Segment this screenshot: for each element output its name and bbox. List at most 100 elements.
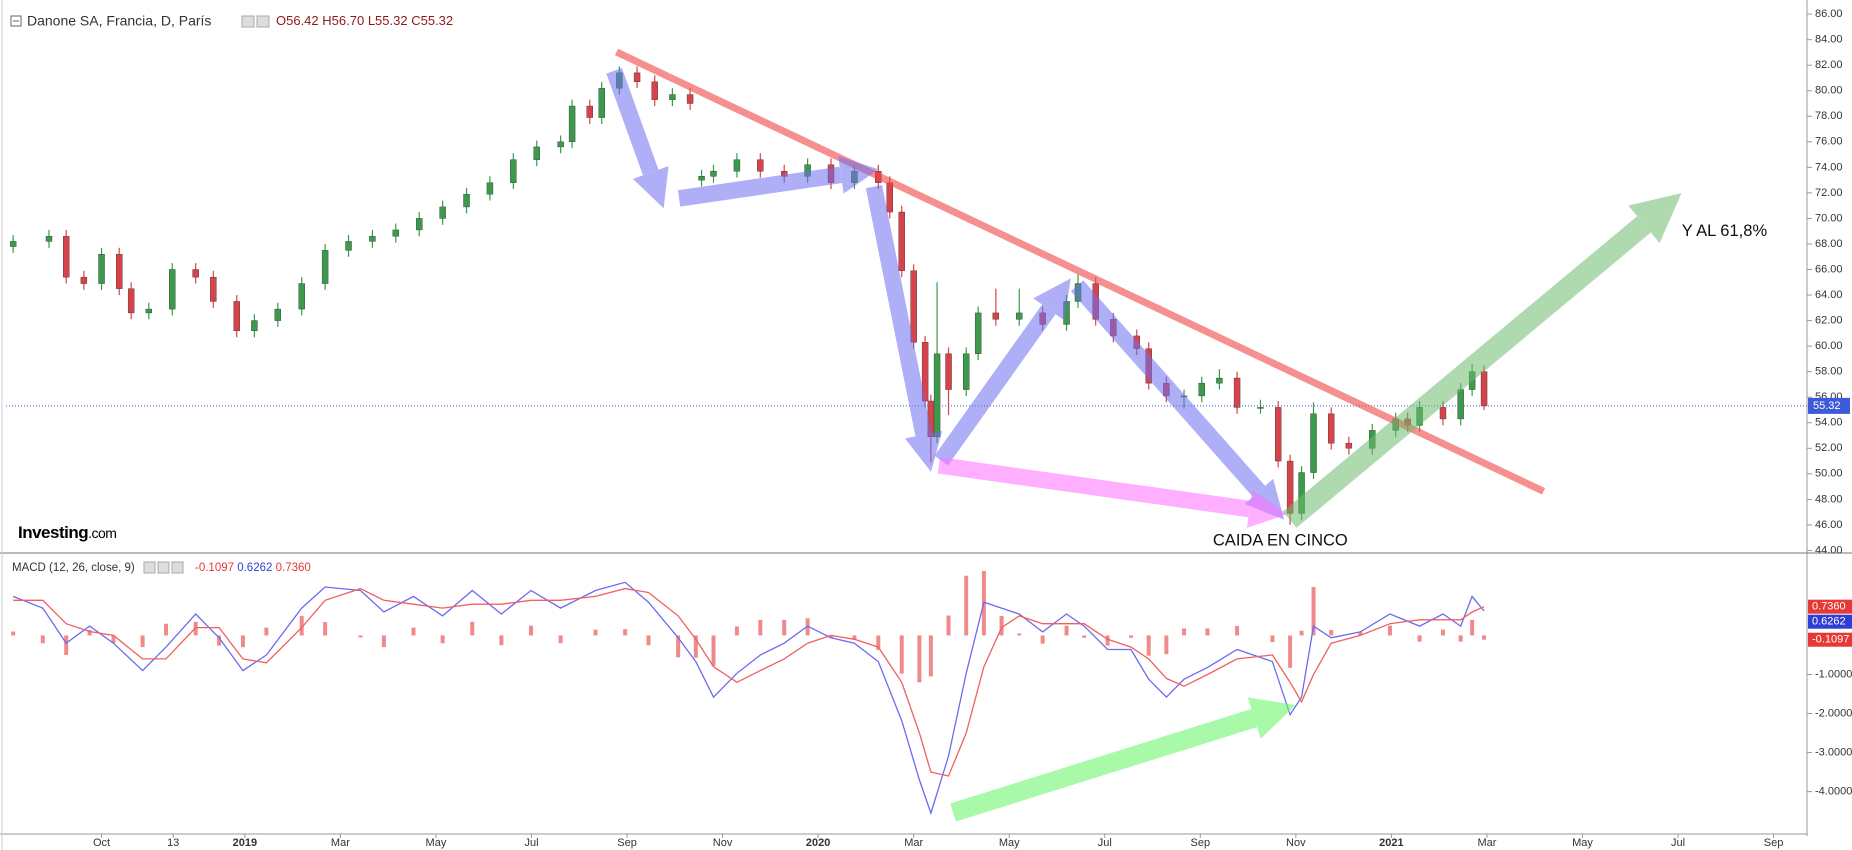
candle-body bbox=[1310, 413, 1317, 473]
candle-body bbox=[369, 236, 376, 242]
settings-icon[interactable] bbox=[143, 561, 156, 574]
histogram-bar bbox=[1064, 625, 1069, 636]
macd-value: -0.1097 bbox=[195, 562, 234, 574]
x-tick-label: 2021 bbox=[1379, 837, 1403, 849]
indicator-line bbox=[12, 581, 1485, 816]
last-price-tag bbox=[1808, 397, 1850, 414]
y-tick-label: 72.00 bbox=[1815, 187, 1843, 199]
histogram-bar bbox=[1417, 635, 1422, 642]
candle-body bbox=[1198, 382, 1205, 397]
value-tag bbox=[1808, 632, 1852, 647]
histogram-bar bbox=[140, 635, 145, 648]
histogram-bar bbox=[264, 627, 269, 636]
candle-body bbox=[510, 159, 517, 183]
candle-body bbox=[992, 312, 1000, 320]
candle-body bbox=[851, 170, 858, 183]
candle-body bbox=[1480, 371, 1488, 407]
wave-arrow bbox=[934, 278, 1071, 466]
histogram-bar bbox=[899, 635, 904, 674]
x-tick-label: 2019 bbox=[233, 837, 257, 849]
candle-body bbox=[274, 308, 282, 321]
y-tick-label: 76.00 bbox=[1815, 136, 1843, 148]
x-tick-label: Sep bbox=[1191, 837, 1211, 849]
histogram-bar bbox=[1182, 628, 1187, 636]
candle-body bbox=[251, 320, 258, 332]
histogram-bar bbox=[1235, 626, 1240, 636]
y-tick-label: -1.0000 bbox=[1815, 668, 1852, 680]
wave-arrow bbox=[606, 68, 669, 209]
x-tick-label: 13 bbox=[167, 837, 179, 849]
histogram-bar bbox=[1311, 587, 1316, 636]
y-tick-label: 44.00 bbox=[1815, 544, 1843, 556]
y-tick-label: 82.00 bbox=[1815, 59, 1843, 71]
macd-title: MACD (12, 26, close, 9) bbox=[12, 562, 135, 574]
histogram-bar bbox=[758, 619, 763, 636]
candle-body bbox=[1457, 389, 1464, 420]
y-tick-label: 74.00 bbox=[1815, 161, 1843, 173]
histogram-bar bbox=[1482, 635, 1487, 640]
candle-body bbox=[568, 105, 576, 143]
divergence-arrow bbox=[937, 457, 1288, 528]
histogram-bar bbox=[164, 623, 169, 636]
settings-icon[interactable] bbox=[256, 15, 270, 28]
histogram-bar bbox=[1470, 619, 1475, 636]
histogram-bar bbox=[193, 621, 198, 636]
candle-body bbox=[116, 253, 123, 289]
histogram-bar bbox=[1017, 633, 1022, 636]
histogram-bar bbox=[876, 635, 881, 650]
histogram-bar bbox=[87, 629, 92, 636]
candle-body bbox=[910, 270, 917, 343]
histogram-bar bbox=[946, 615, 951, 636]
macd-divergence-arrow bbox=[950, 697, 1296, 822]
y-tick-label: 58.00 bbox=[1815, 366, 1843, 378]
y-tick-label: 80.00 bbox=[1815, 85, 1843, 97]
x-tick-label: Jul bbox=[1098, 837, 1112, 849]
candle-body bbox=[633, 72, 641, 82]
histogram-bar bbox=[64, 635, 69, 655]
ohlc-open: O56.42 bbox=[276, 13, 319, 28]
x-tick-label: Sep bbox=[617, 837, 637, 849]
candle-body bbox=[1257, 407, 1264, 409]
value-tag-label: 0.6262 bbox=[1812, 616, 1846, 628]
histogram-bar bbox=[1458, 635, 1463, 642]
candle-body bbox=[233, 301, 240, 332]
candle-body bbox=[1216, 377, 1223, 384]
x-tick-label: Mar bbox=[331, 837, 350, 849]
histogram-bar bbox=[711, 635, 716, 666]
histogram-bar bbox=[470, 621, 475, 636]
settings-icon[interactable] bbox=[157, 561, 170, 574]
candle-body bbox=[686, 94, 694, 104]
settings-icon[interactable] bbox=[241, 15, 255, 28]
wave-arrow bbox=[677, 155, 879, 207]
histogram-bar bbox=[1288, 635, 1293, 668]
annotation: Y AL 61,8% bbox=[1682, 221, 1768, 240]
ohlc-low: L55.32 bbox=[368, 13, 408, 28]
y-tick-label: 68.00 bbox=[1815, 238, 1843, 250]
y-tick-label: -4.0000 bbox=[1815, 786, 1852, 798]
candle-body bbox=[45, 236, 53, 242]
candle-body bbox=[127, 288, 135, 314]
candle-body bbox=[651, 81, 658, 100]
histogram-bar bbox=[917, 635, 922, 683]
histogram-bar bbox=[323, 622, 328, 636]
histogram-bar bbox=[646, 635, 651, 646]
y-tick-label: 62.00 bbox=[1815, 314, 1843, 326]
candle-body bbox=[1327, 413, 1335, 444]
collapse-icon[interactable] bbox=[10, 15, 22, 27]
candle-body bbox=[733, 159, 741, 172]
annotations: Y AL 61,8% CAIDA EN CINCO bbox=[606, 48, 1768, 822]
candle-body bbox=[463, 193, 470, 208]
trend-line bbox=[614, 48, 1546, 495]
candle-body bbox=[80, 276, 88, 284]
target-arrow bbox=[1282, 193, 1682, 528]
candle-body bbox=[974, 312, 982, 354]
candle-body bbox=[757, 159, 764, 172]
histogram-bar bbox=[623, 629, 628, 636]
settings-icon[interactable] bbox=[171, 561, 184, 574]
y-tick-label: 84.00 bbox=[1815, 34, 1843, 46]
last-price-label: 55.32 bbox=[1813, 400, 1841, 412]
histogram-bar bbox=[1329, 629, 1334, 636]
histogram-bar bbox=[1082, 635, 1087, 638]
histogram-bar bbox=[411, 627, 416, 636]
